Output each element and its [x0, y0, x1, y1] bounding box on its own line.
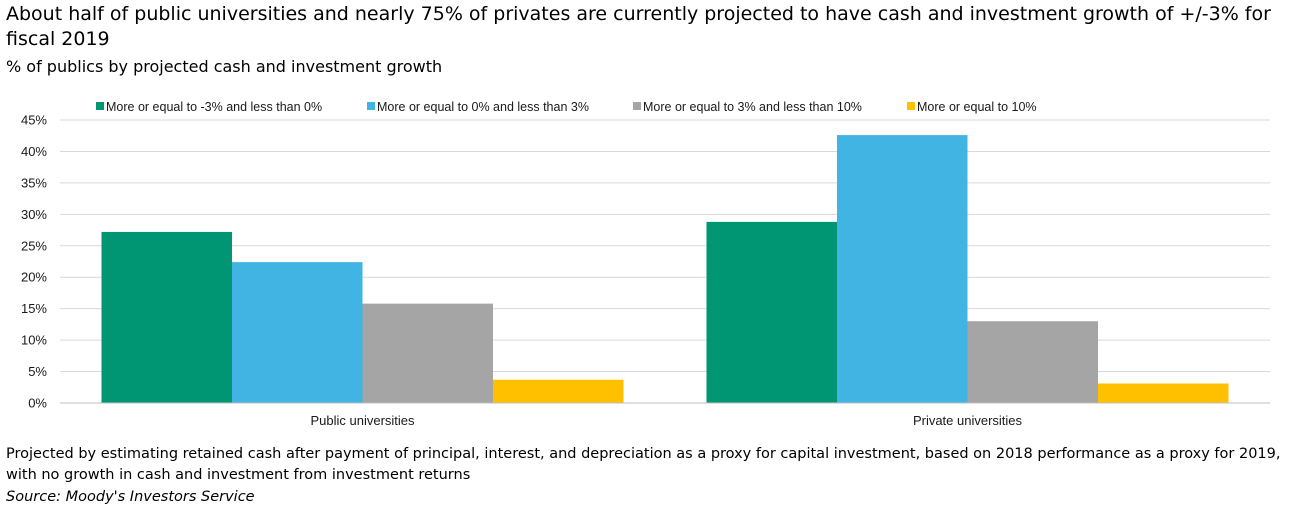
x-tick-label: Public universities [310, 413, 415, 428]
legend-swatch [633, 102, 641, 110]
legend-label: More or equal to 0% and less than 3% [377, 100, 589, 114]
y-axis-ticks: 0% 5% 10% 15% 20% 25% 30% 35% 40% 45% [21, 113, 47, 411]
legend-label: More or equal to 10% [917, 100, 1037, 114]
legend-swatch [907, 102, 915, 110]
bar [232, 262, 363, 403]
chart-source: Source: Moody's Investors Service [6, 489, 255, 505]
y-tick-label: 25% [21, 238, 47, 253]
y-tick-label: 45% [21, 113, 47, 128]
bar [837, 135, 968, 404]
bar [706, 221, 837, 403]
legend-swatch [367, 102, 375, 110]
chart-subtitle: % of publics by projected cash and inves… [6, 57, 443, 76]
chart-title: About half of public universities and ne… [6, 3, 1271, 50]
y-tick-label: 30% [21, 207, 47, 222]
bar [493, 379, 624, 403]
y-tick-label: 15% [21, 301, 47, 316]
y-tick-label: 10% [21, 333, 47, 348]
legend-label: More or equal to 3% and less than 10% [643, 100, 862, 114]
bar-chart: More or equal to -3% and less than 0% Mor… [21, 100, 1270, 428]
y-tick-label: 0% [28, 396, 47, 411]
legend-label: More or equal to -3% and less than 0% [106, 100, 322, 114]
y-tick-label: 40% [21, 144, 47, 159]
x-tick-label: Private universities [913, 413, 1023, 428]
bar [101, 231, 232, 403]
y-tick-label: 35% [21, 175, 47, 190]
y-tick-label: 20% [21, 270, 47, 285]
chart-footnote: Projected by estimating retained cash af… [6, 446, 1281, 483]
legend-swatch [96, 102, 104, 110]
bars [101, 135, 1229, 404]
chart-legend: More or equal to -3% and less than 0% Mor… [96, 100, 1037, 114]
bar [967, 321, 1098, 403]
y-tick-label: 5% [28, 364, 47, 379]
bar [362, 303, 493, 403]
bar [1098, 383, 1229, 403]
x-axis-ticks: Public universities Private universities [310, 413, 1022, 428]
